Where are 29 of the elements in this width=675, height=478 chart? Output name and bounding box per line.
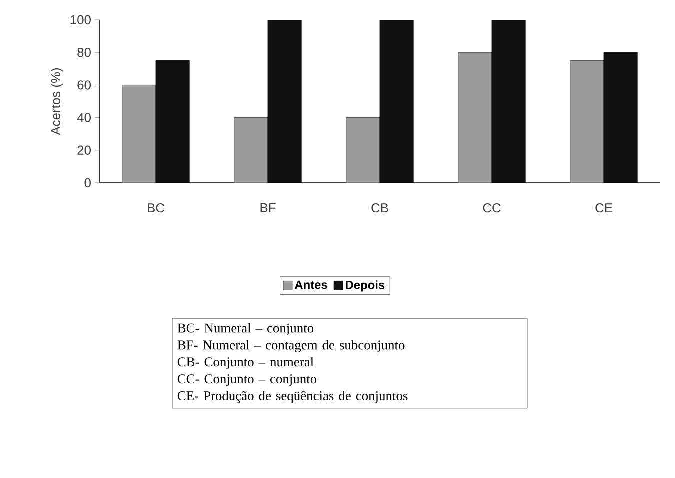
x-tick-label: BF	[260, 204, 276, 212]
bar	[346, 118, 380, 183]
y-tick-label: 20	[78, 146, 91, 155]
bar	[604, 52, 638, 183]
bar	[570, 60, 604, 183]
bar	[234, 118, 268, 183]
bar	[380, 20, 414, 183]
y-tick-label: 100	[70, 15, 91, 25]
legend-label: Depois	[346, 280, 385, 292]
y-axis-title: Acertos (%)	[50, 68, 64, 136]
bar	[268, 20, 302, 183]
text: CE- Produção de seqüências de conjuntos	[178, 391, 408, 404]
text: BF- Numeral – contagem de subconjunto	[178, 340, 405, 353]
text: BC- Numeral – conjunto	[178, 323, 314, 336]
text: CC- Conjunto – conjunto	[178, 374, 317, 386]
x-tick-label: BC	[148, 204, 165, 213]
x-tick-label: CB	[372, 204, 388, 213]
bar	[492, 20, 526, 183]
y-tick-label: 80	[78, 48, 91, 58]
bar	[458, 52, 492, 183]
x-tick-label: CC	[483, 204, 501, 213]
y-tick-label: 0	[84, 178, 91, 188]
bar	[122, 84, 156, 183]
y-tick-label: 60	[78, 80, 91, 90]
y-tick-label: 40	[77, 113, 91, 122]
legend-label: Antes	[294, 280, 328, 290]
bar	[156, 60, 190, 183]
text: CB- Conjunto – numeral	[178, 357, 314, 370]
x-tick-label: CE	[596, 204, 612, 213]
